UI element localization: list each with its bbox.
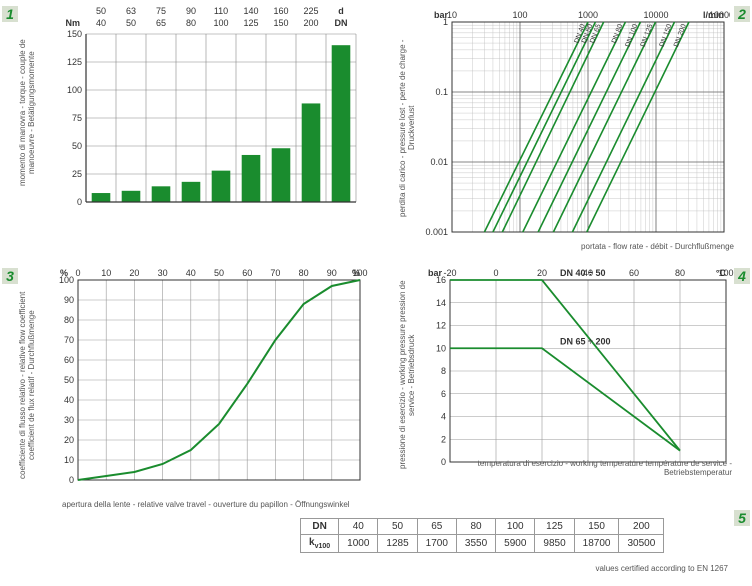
svg-text:40: 40 xyxy=(96,18,106,28)
svg-text:12: 12 xyxy=(436,321,446,331)
svg-text:75: 75 xyxy=(72,113,82,123)
svg-text:150: 150 xyxy=(67,29,82,39)
svg-text:20: 20 xyxy=(537,268,547,278)
svg-text:80: 80 xyxy=(675,268,685,278)
svg-text:125: 125 xyxy=(67,57,82,67)
chart-1: 50 63 75 90 110 140 160 225 d 40 50 65 80 100 125 150 20… xyxy=(48,4,368,222)
svg-text:100: 100 xyxy=(213,18,228,28)
svg-text:DN 80: DN 80 xyxy=(611,23,624,44)
svg-text:%: % xyxy=(60,268,68,278)
badge-2: 2 xyxy=(734,6,750,22)
chart-2: 101001000100001000000.0010.010.11barl/mi… xyxy=(418,4,730,252)
svg-text:50: 50 xyxy=(64,375,74,385)
panel2-xlabel: portata - flow rate - débit - Durchflußm… xyxy=(480,242,734,251)
svg-text:65: 65 xyxy=(156,18,166,28)
chart-4: -200204060801000246810121416bar°CDN 40 ÷… xyxy=(418,262,734,482)
svg-text:200: 200 xyxy=(303,18,318,28)
svg-text:63: 63 xyxy=(126,6,136,16)
svg-text:90: 90 xyxy=(327,268,337,278)
panel2-ylabel: perdita di carico - pressure lost - pert… xyxy=(398,28,416,228)
svg-text:70: 70 xyxy=(270,268,280,278)
svg-text:140: 140 xyxy=(243,6,258,16)
kv-table: DN40506580100125150200kv1001000128517003… xyxy=(300,518,664,553)
badge-5: 5 xyxy=(734,510,750,526)
svg-text:0.1: 0.1 xyxy=(435,87,448,97)
svg-text:90: 90 xyxy=(186,6,196,16)
svg-text:50: 50 xyxy=(72,141,82,151)
svg-text:10: 10 xyxy=(101,268,111,278)
panel3-ylabel: coefficiente di flusso relativo - relati… xyxy=(18,280,36,490)
svg-text:0: 0 xyxy=(69,475,74,485)
svg-text:DN: DN xyxy=(335,18,348,28)
svg-text:14: 14 xyxy=(436,298,446,308)
chart-3: 0102030405060708090100010203040506070809… xyxy=(50,262,368,500)
svg-text:0.01: 0.01 xyxy=(430,157,448,167)
svg-text:100: 100 xyxy=(67,85,82,95)
svg-text:6: 6 xyxy=(441,389,446,399)
svg-text:30: 30 xyxy=(64,415,74,425)
svg-text:25: 25 xyxy=(72,169,82,179)
svg-text:bar: bar xyxy=(428,268,443,278)
svg-text:DN 100: DN 100 xyxy=(625,23,640,48)
svg-text:d: d xyxy=(338,6,344,16)
svg-text:DN 65 ÷ 200: DN 65 ÷ 200 xyxy=(560,336,610,346)
svg-text:°C: °C xyxy=(716,268,727,278)
svg-text:2: 2 xyxy=(441,434,446,444)
svg-text:4: 4 xyxy=(441,412,446,422)
svg-text:10: 10 xyxy=(436,343,446,353)
svg-text:10: 10 xyxy=(447,10,457,20)
svg-text:75: 75 xyxy=(156,6,166,16)
svg-text:30: 30 xyxy=(158,268,168,278)
svg-text:110: 110 xyxy=(214,6,228,16)
panel1-ylabel: momento di manovra - torque - couple de … xyxy=(18,28,36,198)
svg-text:60: 60 xyxy=(629,268,639,278)
svg-text:60: 60 xyxy=(242,268,252,278)
panel4-xlabel: temperatura di esercizio - working tempe… xyxy=(470,460,732,478)
svg-text:0: 0 xyxy=(441,457,446,467)
svg-text:%: % xyxy=(352,268,360,278)
badge-4: 4 xyxy=(734,268,750,284)
svg-text:l/min: l/min xyxy=(703,10,724,20)
svg-text:160: 160 xyxy=(273,6,288,16)
svg-text:10: 10 xyxy=(64,455,74,465)
svg-text:125: 125 xyxy=(243,18,258,28)
svg-text:100: 100 xyxy=(512,10,527,20)
svg-text:60: 60 xyxy=(64,355,74,365)
svg-text:0: 0 xyxy=(493,268,498,278)
svg-text:80: 80 xyxy=(64,315,74,325)
badge-3: 3 xyxy=(2,268,18,284)
svg-text:20: 20 xyxy=(129,268,139,278)
svg-text:DN 150: DN 150 xyxy=(659,23,674,48)
svg-text:bar: bar xyxy=(434,10,449,20)
svg-text:40: 40 xyxy=(64,395,74,405)
svg-text:150: 150 xyxy=(273,18,288,28)
svg-text:Nm: Nm xyxy=(65,18,80,28)
kv-table-wrap: DN40506580100125150200kv1001000128517003… xyxy=(300,518,664,553)
svg-text:8: 8 xyxy=(441,366,446,376)
panel3-xlabel: apertura della lente - relative valve tr… xyxy=(62,500,362,509)
svg-text:0: 0 xyxy=(75,268,80,278)
svg-text:1000: 1000 xyxy=(578,10,598,20)
svg-text:70: 70 xyxy=(64,335,74,345)
svg-text:DN 40 ÷ 50: DN 40 ÷ 50 xyxy=(560,268,605,278)
svg-text:0: 0 xyxy=(77,197,82,207)
badge-1: 1 xyxy=(2,6,18,22)
svg-text:80: 80 xyxy=(299,268,309,278)
svg-text:DN 125: DN 125 xyxy=(640,23,655,48)
panel5-footer: values certified according to EN 1267 xyxy=(468,564,728,573)
svg-text:50: 50 xyxy=(96,6,106,16)
svg-text:80: 80 xyxy=(186,18,196,28)
svg-text:DN 200: DN 200 xyxy=(673,23,688,48)
svg-text:10000: 10000 xyxy=(643,10,668,20)
panel4-ylabel: pressione di esercizio - working pressur… xyxy=(398,280,416,470)
svg-text:50: 50 xyxy=(126,18,136,28)
svg-text:90: 90 xyxy=(64,295,74,305)
svg-text:225: 225 xyxy=(303,6,318,16)
svg-text:50: 50 xyxy=(214,268,224,278)
svg-text:0.001: 0.001 xyxy=(425,227,448,237)
svg-text:20: 20 xyxy=(64,435,74,445)
svg-text:40: 40 xyxy=(186,268,196,278)
